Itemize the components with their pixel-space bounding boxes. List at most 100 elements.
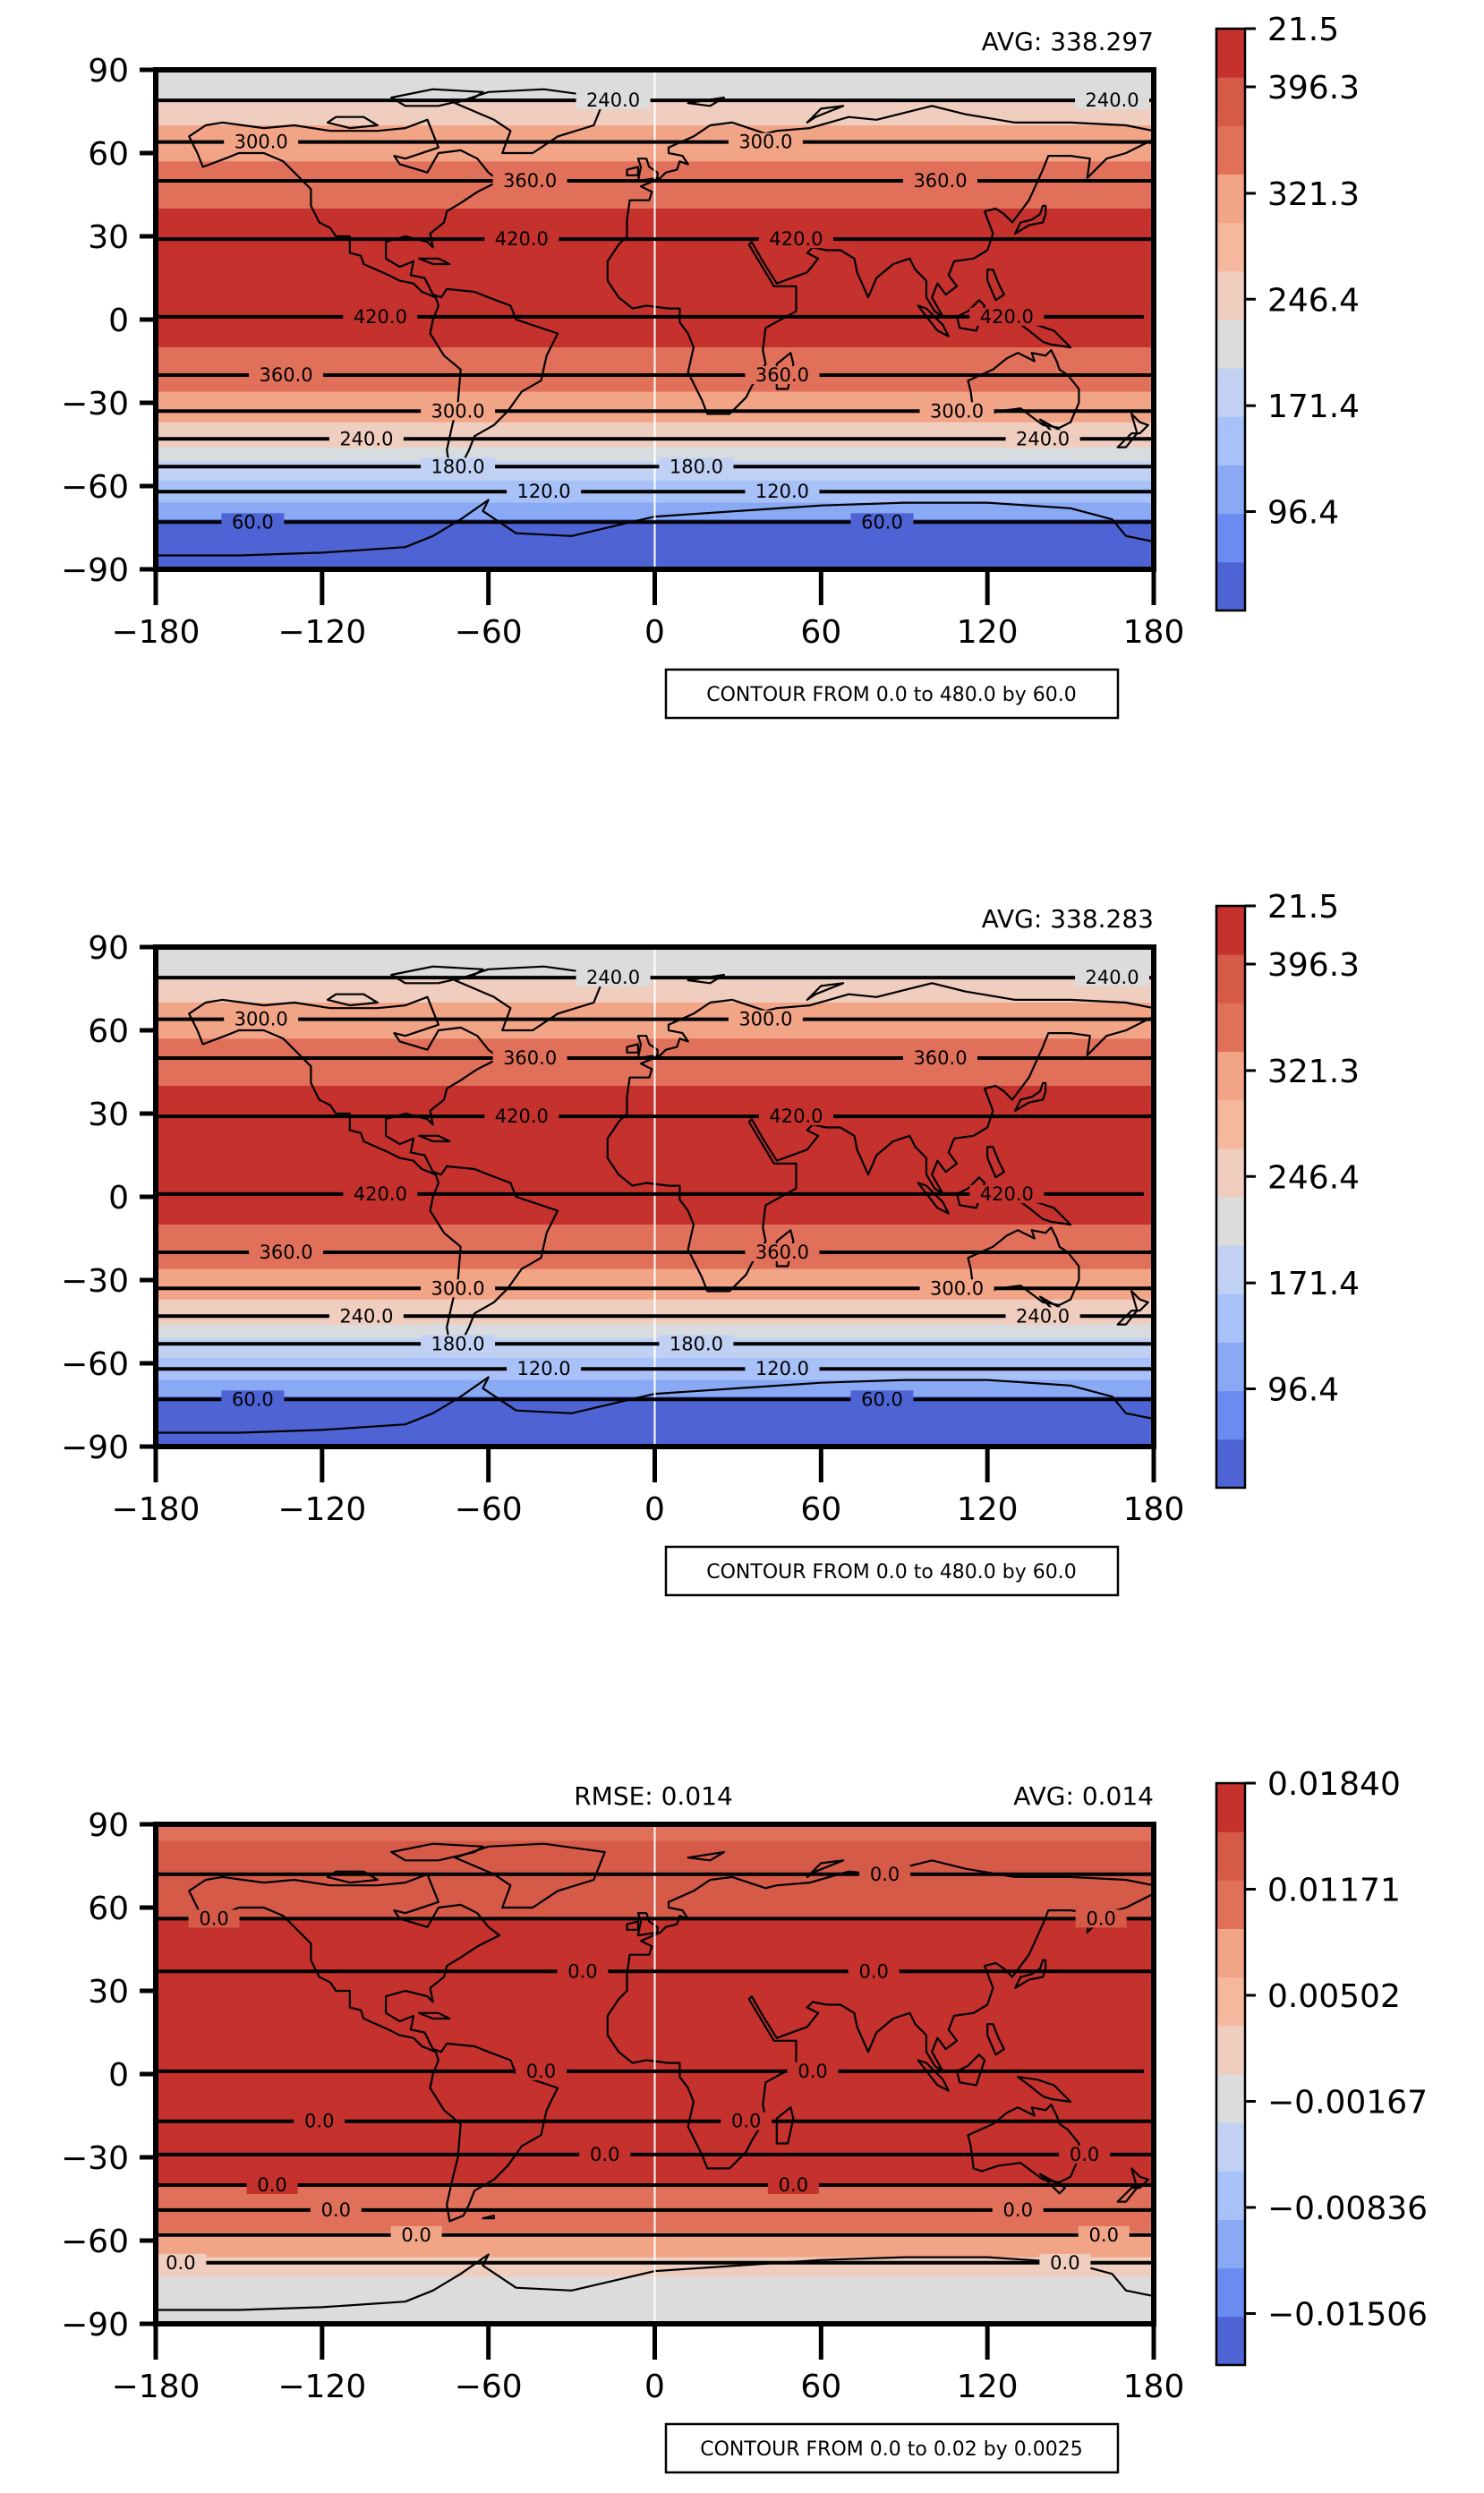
contour-label-gap (721, 2112, 772, 2130)
x-tick-label: −120 (277, 1491, 366, 1528)
contour-label: 0.0 (321, 2199, 351, 2221)
colorbar-segment (1216, 2025, 1245, 2075)
coastline (326, 115, 379, 130)
contour-label-gap (728, 132, 803, 151)
contour-label-gap (507, 482, 582, 501)
contour-label-gap (745, 366, 820, 384)
contour-label-gap (294, 2112, 345, 2130)
coastline (806, 982, 845, 1001)
y-tick-label: −60 (61, 2224, 129, 2260)
avg-label: AVG: 338.283 (982, 904, 1154, 934)
contour-label: 0.0 (797, 2061, 827, 2082)
contour-label-gap (246, 2176, 298, 2194)
colorbar-segment (1216, 77, 1245, 126)
coastline (956, 2053, 986, 2087)
x-tick-label: −180 (112, 2369, 200, 2405)
map-area: 0.0 0.0 0.0 0.0 0.0 0.0 0.0 0.0 0.0 0.0 0.0 0.0 0.0 0… (156, 1824, 1154, 2324)
colorbar-segment (1216, 416, 1245, 465)
y-tick-label: −90 (61, 552, 129, 589)
contour-label-gap (221, 513, 285, 532)
x-tick-label: 0 (644, 614, 665, 651)
colorbar-frame (1215, 904, 1247, 1490)
contour-label: 120.0 (755, 481, 809, 502)
colorbar-segment (1216, 125, 1245, 175)
colorbar-segment (1216, 2267, 1245, 2318)
y-tick-label: 90 (88, 53, 129, 90)
rmse-label: RMSE: 0.014 (574, 1781, 733, 1811)
coastline (418, 2011, 451, 2020)
y-tick-label: 60 (88, 1013, 129, 1050)
coastline (326, 993, 379, 1007)
contour-label: 60.0 (232, 1388, 274, 1410)
contour-label-gap (249, 1243, 324, 1261)
coastline (967, 2104, 1080, 2183)
contour-label-gap (224, 132, 299, 151)
colorbar-tick-label: 0.01171 (1267, 1873, 1401, 1909)
colorbar-segment (1216, 465, 1245, 515)
colorbar-segment (1216, 2074, 1245, 2123)
coastline (454, 88, 606, 155)
contour-label-gap (576, 969, 651, 987)
contour-label: 420.0 (980, 1183, 1034, 1205)
colorbar-segment (1216, 1293, 1245, 1343)
contour-label: 0.0 (1070, 2144, 1099, 2165)
colorbar-frame (1215, 1781, 1247, 2367)
y-tick-label: 30 (88, 219, 129, 256)
contour-label-gap (249, 366, 324, 384)
colorbar-tick-label: 0.00502 (1267, 1978, 1401, 2015)
colorbar-segment (1216, 1976, 1245, 2027)
contour-label: 300.0 (235, 1009, 288, 1030)
contour-label: 60.0 (861, 511, 903, 533)
x-tick-label: 0 (644, 2369, 665, 2405)
contour-label-gap (343, 1184, 418, 1203)
contour-label-gap (919, 402, 994, 421)
contour-label-gap (745, 1243, 820, 1261)
contour-label: 240.0 (1016, 428, 1070, 449)
x-tick-label: 180 (1123, 614, 1185, 651)
coastline (606, 982, 1154, 1293)
colorbar-tick-label: 96.4 (1267, 495, 1339, 532)
colorbar-tick-label: 396.3 (1267, 947, 1360, 984)
contour-label: 300.0 (738, 1009, 792, 1030)
avg-label: AVG: 338.297 (982, 27, 1154, 56)
contour-label-gap (758, 230, 833, 249)
contour-label-gap (188, 1909, 240, 1928)
contour-label: 420.0 (354, 1183, 407, 1205)
colorbar-tick-label: 0.01840 (1267, 1766, 1401, 1803)
contour-label-gap (919, 1279, 994, 1298)
colorbar-tick-label: 21.5 (1267, 889, 1339, 926)
contour-label-gap (579, 2145, 631, 2164)
contour-label: 240.0 (586, 90, 640, 111)
contour-label-gap (421, 402, 496, 421)
contour-note-box (664, 2422, 1120, 2474)
colorbar-segment (1216, 1880, 1245, 1929)
y-tick-label: 90 (88, 930, 129, 967)
contour-label: 180.0 (431, 456, 485, 477)
avg-label: AVG: 0.014 (1013, 1781, 1154, 1811)
contour-label-gap (492, 172, 567, 190)
contour-label-gap (492, 1049, 567, 1067)
coastline (687, 1850, 725, 1862)
coastline (636, 1035, 659, 1060)
contour-label-gap (859, 1865, 911, 1883)
x-tick-label: 180 (1123, 2369, 1185, 2405)
colorbar-tick-label: 396.3 (1267, 70, 1360, 107)
contour-label: 0.0 (731, 2111, 761, 2132)
colorbar-segment (1216, 1051, 1245, 1101)
colorbar-tick-label: 171.4 (1267, 1266, 1360, 1302)
coastline (986, 2023, 1005, 2056)
contour-label-gap (421, 1279, 496, 1298)
colorbar-segment (1216, 320, 1245, 369)
contour-label: 240.0 (339, 1305, 393, 1327)
coastline (626, 1043, 639, 1054)
coastline (917, 304, 950, 337)
contour-label-gap (745, 1360, 820, 1379)
coastline (606, 1859, 1154, 2170)
x-tick-label: 120 (957, 2369, 1019, 2405)
contour-label: 0.0 (304, 2111, 334, 2132)
contour-label: 120.0 (517, 1358, 571, 1379)
colorbar-segment (1216, 1245, 1245, 1294)
colorbar-frame (1215, 27, 1247, 612)
contour-label-gap (1005, 430, 1080, 448)
colorbar-segment (1216, 1783, 1245, 1832)
